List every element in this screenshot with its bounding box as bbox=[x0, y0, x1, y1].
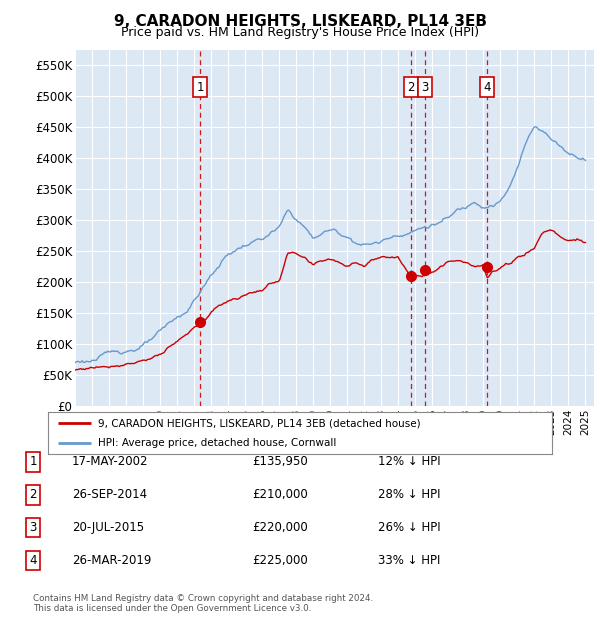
Text: 17-MAY-2002: 17-MAY-2002 bbox=[72, 456, 149, 468]
Text: £225,000: £225,000 bbox=[252, 554, 308, 567]
Text: 1: 1 bbox=[197, 81, 204, 94]
Text: 12% ↓ HPI: 12% ↓ HPI bbox=[378, 456, 440, 468]
Text: £210,000: £210,000 bbox=[252, 489, 308, 501]
Text: 26-MAR-2019: 26-MAR-2019 bbox=[72, 554, 151, 567]
Text: £135,950: £135,950 bbox=[252, 456, 308, 468]
Text: 2: 2 bbox=[407, 81, 415, 94]
Text: 26-SEP-2014: 26-SEP-2014 bbox=[72, 489, 147, 501]
Text: 33% ↓ HPI: 33% ↓ HPI bbox=[378, 554, 440, 567]
Text: Price paid vs. HM Land Registry's House Price Index (HPI): Price paid vs. HM Land Registry's House … bbox=[121, 26, 479, 39]
Text: £220,000: £220,000 bbox=[252, 521, 308, 534]
Text: 4: 4 bbox=[484, 81, 491, 94]
Text: HPI: Average price, detached house, Cornwall: HPI: Average price, detached house, Corn… bbox=[98, 438, 337, 448]
Text: 4: 4 bbox=[29, 554, 37, 567]
Text: 9, CARADON HEIGHTS, LISKEARD, PL14 3EB (detached house): 9, CARADON HEIGHTS, LISKEARD, PL14 3EB (… bbox=[98, 418, 421, 428]
Text: Contains HM Land Registry data © Crown copyright and database right 2024.
This d: Contains HM Land Registry data © Crown c… bbox=[33, 594, 373, 613]
Text: 3: 3 bbox=[421, 81, 428, 94]
Text: 20-JUL-2015: 20-JUL-2015 bbox=[72, 521, 144, 534]
Text: 2: 2 bbox=[29, 489, 37, 501]
Text: 26% ↓ HPI: 26% ↓ HPI bbox=[378, 521, 440, 534]
Text: 1: 1 bbox=[29, 456, 37, 468]
Text: 9, CARADON HEIGHTS, LISKEARD, PL14 3EB: 9, CARADON HEIGHTS, LISKEARD, PL14 3EB bbox=[113, 14, 487, 29]
Text: 3: 3 bbox=[29, 521, 37, 534]
Text: 28% ↓ HPI: 28% ↓ HPI bbox=[378, 489, 440, 501]
